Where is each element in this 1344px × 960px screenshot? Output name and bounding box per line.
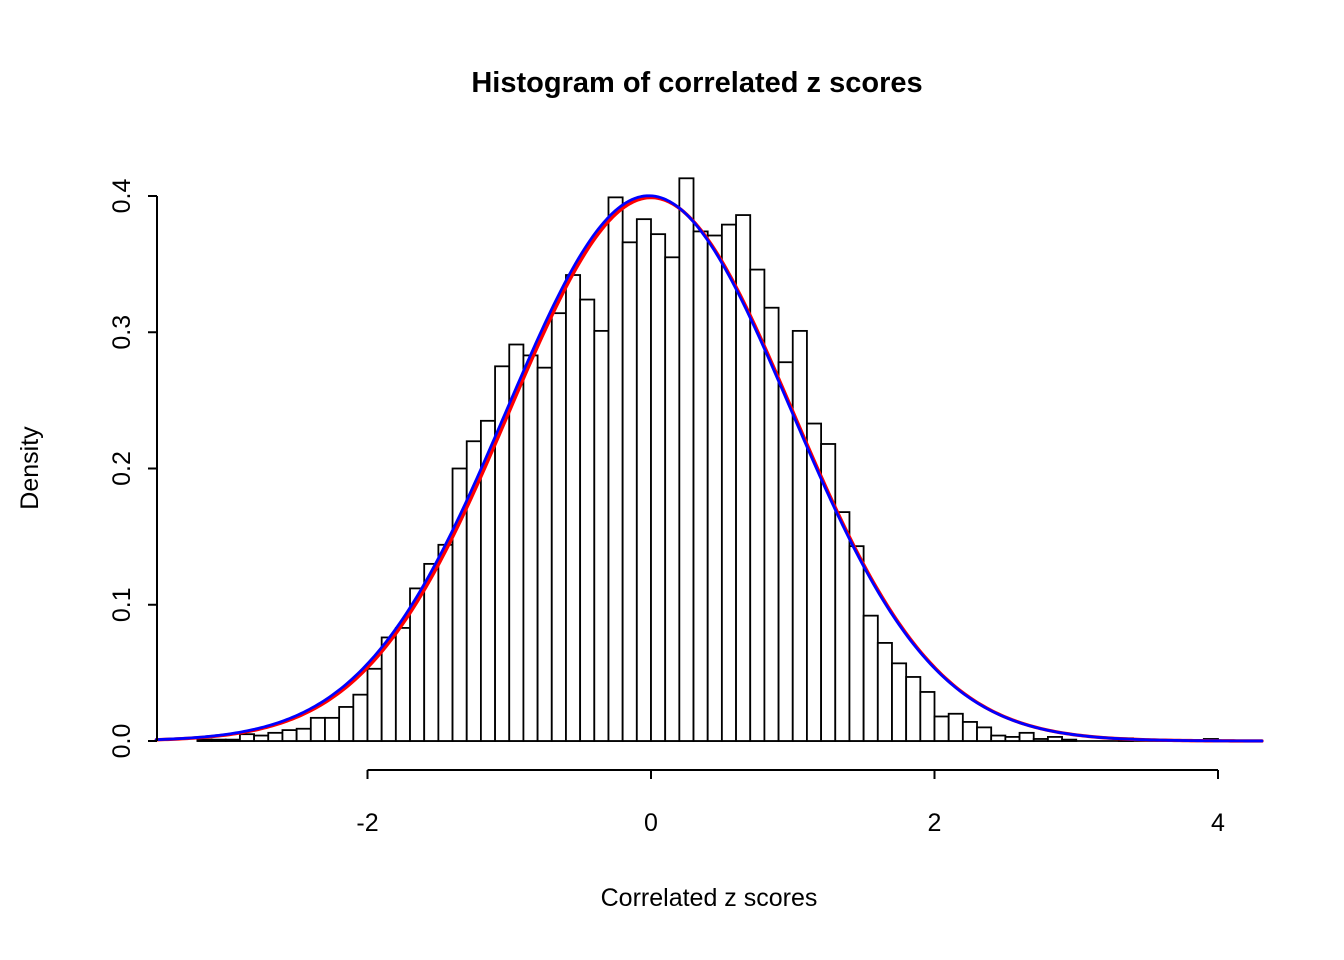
histogram-bar — [891, 662, 908, 742]
histogram-bar — [664, 256, 681, 742]
histogram-bar — [281, 729, 298, 742]
histogram-bar — [239, 733, 255, 742]
histogram-bar — [692, 230, 709, 742]
x-axis: -2 0 2 4 — [356, 769, 1225, 837]
histogram-bar — [919, 691, 936, 742]
histogram-bar — [522, 354, 539, 742]
chart-title: Histogram of correlated z scores — [471, 67, 922, 99]
x-tick-label: 4 — [1211, 809, 1225, 837]
histogram-bar — [1004, 736, 1021, 742]
y-axis-title: Density — [16, 426, 44, 510]
histogram-bar — [295, 727, 312, 742]
histogram-bar — [621, 241, 638, 742]
y-tick-label: 0.2 — [108, 451, 136, 486]
histogram-bar — [366, 667, 383, 742]
y-axis: 0.0 0.1 0.2 0.3 0.4 — [108, 179, 158, 759]
histogram-bar — [309, 716, 326, 742]
histogram-bar — [635, 218, 652, 742]
x-axis-title: Correlated z scores — [601, 884, 818, 912]
histogram-bar — [947, 712, 964, 742]
histogram-bar — [650, 233, 667, 742]
density-curves — [154, 194, 1264, 743]
histogram-bar — [876, 642, 893, 742]
histogram-bar — [848, 545, 865, 742]
histogram-bar — [1061, 738, 1078, 742]
histogram-bar — [210, 738, 227, 742]
histogram-bar — [565, 274, 582, 742]
histogram-bar — [423, 562, 440, 742]
histogram-bar — [352, 693, 369, 742]
y-tick-label: 0.3 — [108, 315, 136, 350]
histogram-bar — [1018, 731, 1035, 742]
histogram-bar — [380, 636, 397, 742]
y-tick-label: 0.0 — [108, 724, 136, 759]
histogram-bar — [550, 312, 567, 742]
x-tick-label: 0 — [644, 809, 658, 837]
histogram-bar — [834, 511, 851, 742]
histogram-bar — [990, 734, 1007, 742]
histogram-bar — [706, 234, 723, 742]
histogram-bar — [267, 731, 284, 742]
histogram-bar — [593, 329, 610, 742]
histogram-bar — [394, 627, 411, 742]
histogram-bar — [678, 177, 695, 742]
histogram-bar — [933, 715, 950, 742]
histogram-bars — [196, 177, 1219, 742]
histogram-bar — [437, 543, 454, 742]
histogram-bar — [1047, 736, 1063, 742]
histogram-bar — [338, 706, 355, 742]
x-tick-label: -2 — [356, 809, 378, 837]
histogram-bar — [1032, 738, 1049, 742]
histogram-bar — [579, 298, 596, 742]
x-tick-label: 2 — [928, 809, 942, 837]
y-tick-label: 0.4 — [108, 179, 136, 214]
histogram-bar — [905, 676, 922, 742]
histogram-bar — [607, 196, 624, 742]
histogram-bar — [536, 366, 553, 742]
histogram-bar — [196, 738, 213, 742]
histogram-bar — [777, 361, 794, 742]
histogram-bar — [791, 329, 808, 742]
histogram-bar — [976, 726, 993, 742]
y-tick-label: 0.1 — [108, 587, 136, 622]
histogram-bar — [862, 614, 879, 742]
kernel-density-curve — [154, 194, 1264, 743]
histogram-bar — [324, 716, 341, 742]
histogram-bar — [961, 721, 978, 742]
histogram-bar — [720, 223, 737, 742]
histogram-bar — [224, 738, 241, 742]
histogram-bar — [253, 734, 270, 742]
